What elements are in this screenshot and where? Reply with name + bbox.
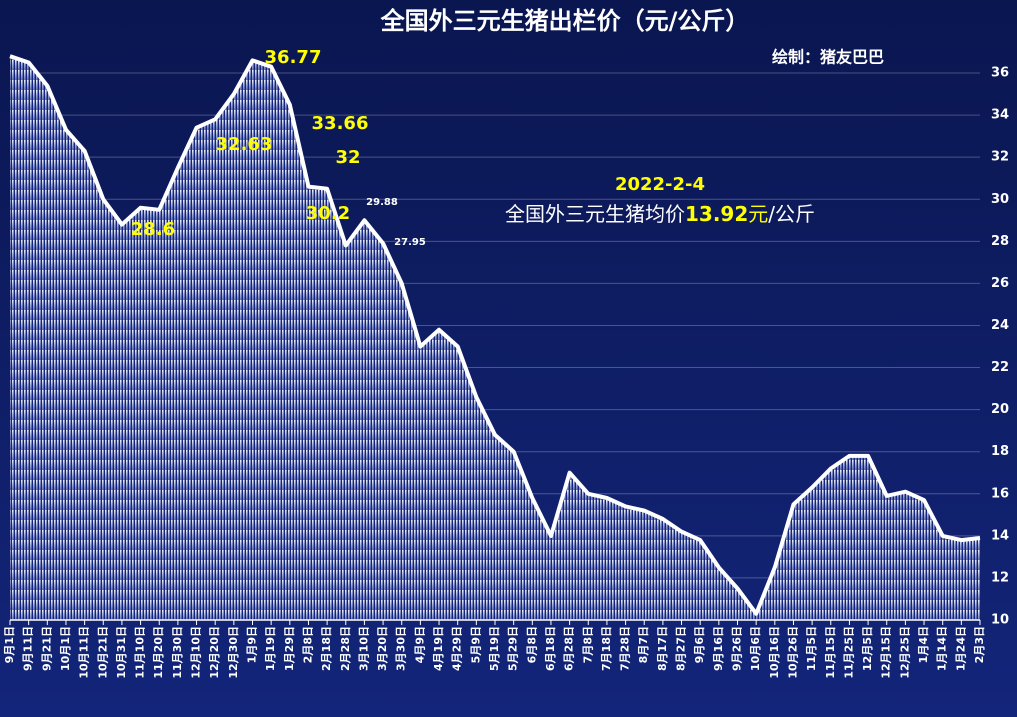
x-tick-label: 10月6日 [749,626,762,671]
x-tick-label: 3月10日 [357,626,370,671]
note-price: 13.92 [685,202,748,226]
y-tick-label: 22 [991,360,1009,375]
x-tick-label: 3月20日 [376,626,389,671]
y-tick-label: 16 [991,486,1009,501]
x-tick-label: 8月27日 [675,626,688,671]
annotation: 27.95 [394,237,426,248]
x-tick-label: 5月29日 [507,626,520,671]
y-tick-label: 18 [991,444,1009,459]
x-tick-label: 1月4日 [917,626,930,663]
x-tick-label: 10月1日 [59,626,72,671]
x-tick-label: 6月8日 [525,626,538,663]
x-tick-label: 10月16日 [768,626,781,679]
area [10,56,980,620]
y-tick-label: 14 [991,528,1009,543]
annotation: 32.63 [216,134,273,155]
x-tick-label: 4月29日 [451,626,464,671]
x-tick-label: 5月19日 [488,626,501,671]
x-tick-label: 9月16日 [712,626,725,671]
x-tick-label: 10月26日 [786,626,799,679]
x-tick-label: 1月29日 [283,626,296,671]
x-tick-label: 2月28日 [339,626,352,671]
x-tick-label: 12月5日 [861,626,874,671]
credit: 绘制：猪友巴巴 [772,48,884,67]
x-tick-label: 8月7日 [637,626,650,663]
x-tick-label: 6月18日 [544,626,557,671]
x-tick-label: 7月18日 [600,626,613,671]
x-tick-label: 10月21日 [96,626,109,679]
x-tick-label: 2月18日 [320,626,333,671]
y-tick-label: 10 [991,613,1009,628]
x-tick-label: 9月1日 [3,626,16,663]
x-tick-label: 11月5日 [805,626,818,671]
x-tick-label: 6月28日 [563,626,576,671]
x-tick-label: 11月10日 [134,626,147,679]
y-tick-label: 24 [991,318,1009,333]
x-tick-label: 7月28日 [619,626,632,671]
x-tick-label: 8月17日 [656,626,669,671]
x-tick-label: 3月30日 [395,626,408,671]
note-unit: 元 [748,202,768,226]
annotation: 36.77 [265,47,322,68]
x-tick-label: 10月11日 [78,626,91,679]
x-tick-label: 7月8日 [581,626,594,663]
x-tick-label: 4月19日 [432,626,445,671]
y-tick-label: 26 [991,276,1009,291]
y-tick-label: 12 [991,570,1009,585]
y-tick-label: 20 [991,402,1009,417]
x-tick-label: 12月25日 [898,626,911,679]
y-tick-label: 28 [991,234,1009,249]
line [9,54,981,616]
x-tick-label: 1月19日 [264,626,277,671]
x-tick-label: 1月14日 [936,626,949,671]
y-tick-label: 30 [991,192,1009,207]
y-tick-label: 34 [991,108,1009,123]
y-tick-label: 32 [991,150,1009,165]
x-tick-label: 10月31日 [115,626,128,679]
annotation: 30.2 [306,203,350,224]
x-tick-label: 11月20日 [152,626,165,679]
annotation: 33.66 [312,113,369,134]
annotation: 28.6 [131,219,175,240]
x-tick-label: 11月30日 [171,626,184,679]
x-tick-label: 9月11日 [22,626,35,671]
y-tick-label: 36 [991,66,1009,81]
x-tick-label: 1月9日 [246,626,259,663]
note-text: 全国外三元生猪均价 [505,202,685,226]
x-tick-label: 11月25日 [842,626,855,679]
x-tick-label: 2月3日 [973,626,986,663]
annotation: 29.88 [366,197,398,208]
note-per: /公斤 [768,202,815,226]
x-tick-label: 1月24日 [954,626,967,671]
x-tick-label: 9月6日 [693,626,706,663]
x-tick-label: 12月10日 [190,626,203,679]
x-tick-label: 5月9日 [469,626,482,663]
x-tick-label: 9月26日 [731,626,744,671]
annotation: 32 [335,147,360,168]
x-tick-label: 12月20日 [208,626,221,679]
x-tick-label: 9月21日 [40,626,53,671]
x-tick-label: 2月8日 [301,626,314,663]
x-tick-label: 12月30日 [227,626,240,679]
note: 全国外三元生猪均价13.92元/公斤 [505,202,815,226]
chart-title: 全国外三元生猪出栏价（元/公斤） [380,7,750,35]
note-date: 2022-2-4 [615,174,705,195]
x-tick-label: 4月9日 [413,626,426,663]
x-tick-label: 11月15日 [824,626,837,679]
x-tick-label: 12月15日 [880,626,893,679]
